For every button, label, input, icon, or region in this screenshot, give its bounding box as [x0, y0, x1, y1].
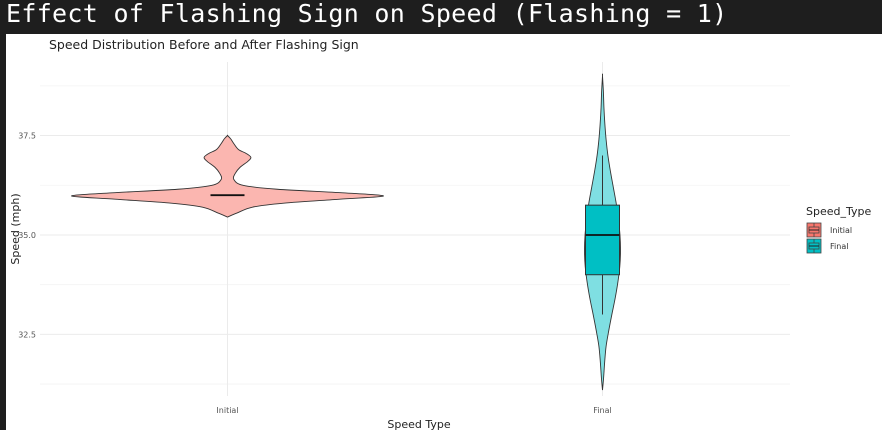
- legend-label: Initial: [830, 226, 852, 235]
- grid-lines: [40, 62, 790, 396]
- violins: [71, 73, 621, 391]
- axis-ticks: 32.5 35.0 37.5 Initial Final: [18, 132, 612, 415]
- boxplots: [210, 155, 620, 315]
- legend-item-initial: Initial: [806, 222, 852, 238]
- y-tick-label: 37.5: [18, 132, 36, 141]
- x-tick-label: Initial: [216, 406, 238, 415]
- chart-subtitle: Speed Distribution Before and After Flas…: [49, 37, 359, 52]
- y-tick-label: 32.5: [18, 330, 36, 339]
- legend-item-final: Final: [806, 238, 848, 254]
- window-header: Effect of Flashing Sign on Speed (Flashi…: [0, 0, 882, 34]
- legend-title: Speed_Type: [806, 205, 871, 218]
- x-axis-label: Speed Type: [387, 418, 450, 430]
- legend-label: Final: [830, 242, 848, 251]
- box-final: [585, 204, 620, 276]
- legend: Speed_Type Initial Final: [806, 205, 871, 254]
- y-axis-label: Speed (mph): [9, 193, 22, 264]
- y-tick-label: 35.0: [18, 231, 36, 240]
- violin-initial: [71, 134, 384, 218]
- window-title: Effect of Flashing Sign on Speed (Flashi…: [6, 0, 728, 28]
- violin-chart: 32.5 35.0 37.5 Initial Final Speed Distribut…: [9, 37, 871, 430]
- x-tick-label: Final: [593, 406, 611, 415]
- chart-panel: 32.5 35.0 37.5 Initial Final Speed Distribut…: [6, 34, 882, 430]
